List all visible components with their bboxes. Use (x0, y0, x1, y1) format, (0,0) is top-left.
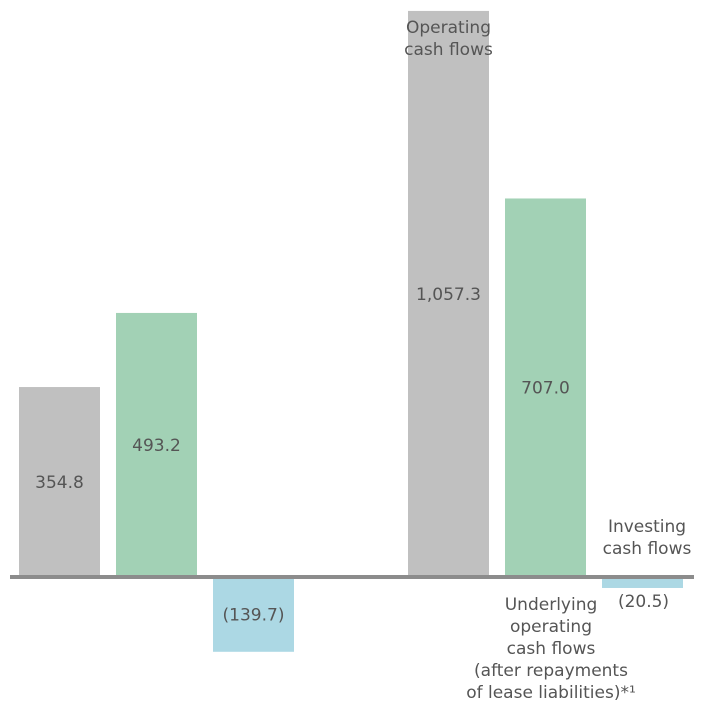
data-label-operating-1: 1,057.3 (416, 285, 481, 305)
bar-underlying-1 (505, 198, 586, 577)
annotation-line: of lease liabilities)*¹ (466, 683, 636, 703)
bar-investing-0 (213, 577, 294, 652)
data-labels-layer: 354.8 493.2 (139.7) 1,057.3 707.0 (20.5) (35, 285, 669, 625)
bar-investing-1 (602, 577, 683, 588)
annotation-line: (after repayments (474, 661, 628, 681)
bars-layer (19, 10, 683, 652)
data-label-investing-1: (20.5) (618, 592, 669, 612)
data-label-operating-0: 354.8 (35, 473, 84, 493)
annotation-line: Investing (608, 517, 686, 537)
annotation-line: operating (510, 617, 592, 637)
data-label-underlying-1: 707.0 (521, 379, 570, 399)
bar-underlying-0 (116, 312, 197, 577)
annotation-underlying: Underlying operating cash flows (after repa… (466, 595, 636, 703)
data-label-investing-0: (139.7) (223, 605, 285, 625)
annotation-line: cash flows (507, 639, 596, 659)
annotation-line: Operating (406, 18, 491, 38)
annotation-operating: Operating cash flows (404, 18, 493, 60)
data-label-underlying-0: 493.2 (132, 436, 181, 456)
annotation-line: cash flows (603, 539, 692, 559)
bar-operating-0 (19, 387, 100, 577)
annotation-investing: Investing cash flows (603, 517, 692, 559)
annotation-line: cash flows (404, 40, 493, 60)
bar-operating-1 (408, 10, 489, 578)
annotation-line: Underlying (505, 595, 598, 615)
